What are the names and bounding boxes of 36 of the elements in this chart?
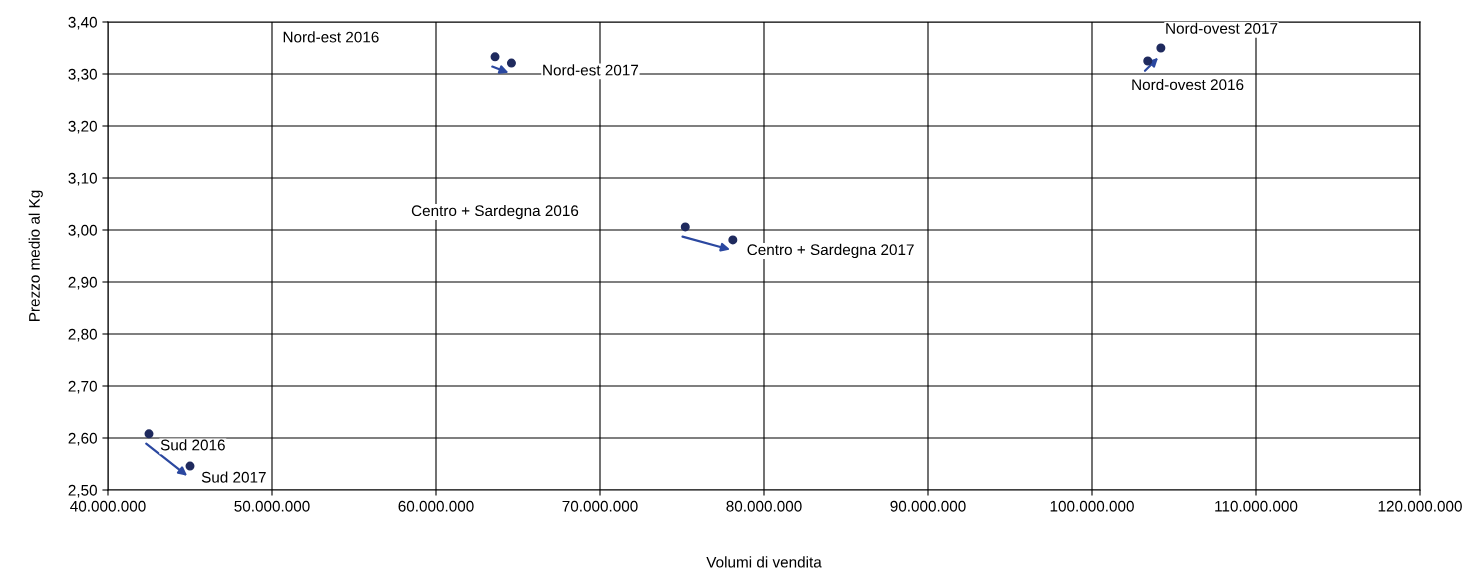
point <box>185 461 195 471</box>
point <box>506 58 516 68</box>
y-tick-label: 2,80 <box>68 328 97 342</box>
x-axis-title: Volumi di vendita <box>706 556 822 568</box>
point <box>1156 43 1166 53</box>
y-tick-label: 2,60 <box>68 432 97 446</box>
x-tick-label: 120.000.000 <box>1378 500 1462 512</box>
x-tick-label: 50.000.000 <box>234 500 310 512</box>
annotation: Nord-ovest 2017 <box>1166 22 1278 34</box>
x-tick-label: 70.000.000 <box>562 500 638 512</box>
annotation: Nord-est 2016 <box>283 31 379 43</box>
y-tick-label: 3,00 <box>68 224 97 238</box>
point <box>728 235 738 245</box>
y-tick-label: 3,30 <box>68 68 97 82</box>
y-tick-label: 2,50 <box>68 484 97 498</box>
y-axis-title: Prezzo medio al Kg <box>28 190 43 321</box>
y-tick-label: 2,70 <box>68 380 97 394</box>
annotation: Nord-est 2017 <box>543 64 639 76</box>
annotation: Centro + Sardegna 2016 <box>411 204 579 220</box>
point <box>144 429 154 439</box>
y-tick-label: 2,90 <box>68 276 97 290</box>
x-tick-label: 90.000.000 <box>890 500 966 512</box>
y-tick-label: 3,10 <box>68 172 97 186</box>
y-tick-label: 3,20 <box>68 120 97 134</box>
y-tick-label: 3,40 <box>68 16 97 30</box>
annotation: Nord-ovest 2016 <box>1132 78 1244 91</box>
annotation: Centro + Sardegna 2017 <box>747 243 914 259</box>
annotation: Sud 2016 <box>160 439 225 451</box>
x-tick-label: 110.000.000 <box>1215 500 1298 512</box>
x-tick-label: 80.000.000 <box>726 500 802 512</box>
x-tick-label: 40.000.000 <box>70 500 146 512</box>
x-tick-label: 100.000.000 <box>1050 500 1134 512</box>
x-tick-label: 60.000.000 <box>398 500 474 512</box>
annotation: Sud 2017 <box>201 471 266 483</box>
point <box>680 222 690 232</box>
point <box>490 52 500 62</box>
